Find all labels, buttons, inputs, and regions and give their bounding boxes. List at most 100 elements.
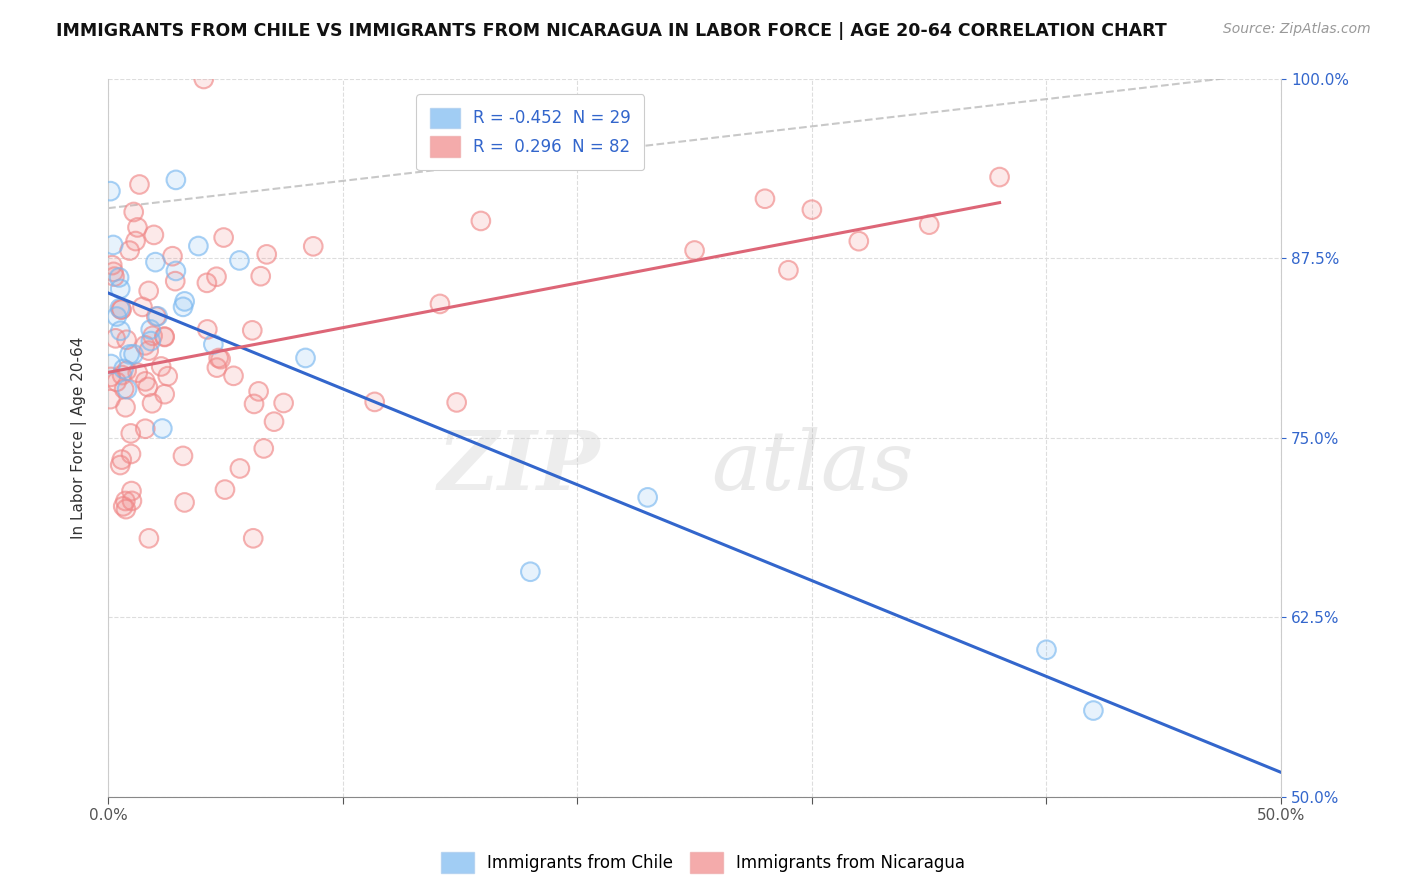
Point [105, 375, 128, 389]
Point [187, 239, 209, 253]
Point [111, 368, 134, 382]
Point [128, 178, 150, 192]
Point [118, 347, 141, 361]
Point [988, 170, 1011, 185]
Text: IMMIGRANTS FROM CHILE VS IMMIGRANTS FROM NICARAGUA IN LABOR FORCE | AGE 20-64 CO: IMMIGRANTS FROM CHILE VS IMMIGRANTS FROM… [56, 22, 1167, 40]
Point [100, 357, 122, 371]
Point [222, 368, 245, 383]
Point [754, 192, 776, 206]
Point [112, 362, 135, 376]
Point [134, 338, 156, 352]
Point [273, 396, 295, 410]
Point [100, 357, 122, 371]
Point [172, 300, 194, 314]
Point [800, 202, 823, 217]
Point [172, 449, 194, 463]
Point [173, 294, 195, 309]
Point [105, 375, 128, 389]
Point [165, 274, 187, 288]
Point [778, 263, 800, 277]
Point [114, 401, 136, 415]
Point [120, 426, 142, 441]
Point [136, 380, 159, 394]
Point [249, 269, 271, 284]
Point [209, 352, 232, 367]
Point [222, 368, 245, 383]
Point [105, 310, 128, 324]
Point [212, 230, 235, 244]
Point [118, 244, 141, 258]
Point [229, 461, 252, 475]
Point [253, 442, 276, 456]
Point [145, 310, 167, 324]
Point [195, 322, 218, 336]
Point [121, 494, 143, 508]
Point [122, 205, 145, 219]
Point [848, 234, 870, 248]
Point [918, 218, 941, 232]
Point [173, 294, 195, 309]
Point [205, 269, 228, 284]
Point [153, 387, 176, 401]
Point [212, 230, 235, 244]
Point [302, 239, 325, 253]
Point [162, 249, 184, 263]
Point [101, 258, 124, 272]
Point [112, 382, 135, 396]
Point [294, 351, 316, 365]
Point [848, 234, 870, 248]
Point [120, 447, 142, 461]
Point [754, 192, 776, 206]
Point [139, 322, 162, 336]
Point [138, 343, 160, 358]
Point [683, 244, 706, 258]
Point [134, 422, 156, 436]
Point [637, 491, 659, 505]
Point [131, 300, 153, 314]
Point [165, 264, 187, 278]
Point [115, 364, 138, 378]
Point [205, 360, 228, 375]
Point [683, 244, 706, 258]
Point [208, 351, 231, 365]
Point [122, 347, 145, 361]
Point [115, 382, 138, 396]
Point [637, 491, 659, 505]
Point [205, 269, 228, 284]
Point [243, 397, 266, 411]
Text: atlas: atlas [710, 426, 912, 507]
Point [100, 370, 122, 384]
Point [110, 282, 132, 296]
Point [121, 494, 143, 508]
Point [112, 362, 135, 376]
Point [121, 484, 143, 499]
Point [138, 284, 160, 298]
Point [800, 202, 823, 217]
Point [202, 337, 225, 351]
Point [214, 483, 236, 497]
Point [150, 359, 173, 374]
Point [193, 72, 215, 87]
Point [165, 173, 187, 187]
Point [103, 265, 125, 279]
Point [253, 442, 276, 456]
Point [446, 395, 468, 409]
Legend: R = -0.452  N = 29, R =  0.296  N = 82: R = -0.452 N = 29, R = 0.296 N = 82 [416, 95, 644, 170]
Point [429, 297, 451, 311]
Point [138, 343, 160, 358]
Point [256, 247, 278, 261]
Point [104, 331, 127, 345]
Point [115, 502, 138, 516]
Point [134, 375, 156, 389]
Point [918, 218, 941, 232]
Point [153, 329, 176, 343]
Point [229, 461, 252, 475]
Point [105, 310, 128, 324]
Point [273, 396, 295, 410]
Point [165, 274, 187, 288]
Text: ZIP: ZIP [439, 426, 600, 507]
Point [127, 366, 149, 380]
Point [111, 302, 134, 317]
Point [1035, 642, 1057, 657]
Point [519, 565, 541, 579]
